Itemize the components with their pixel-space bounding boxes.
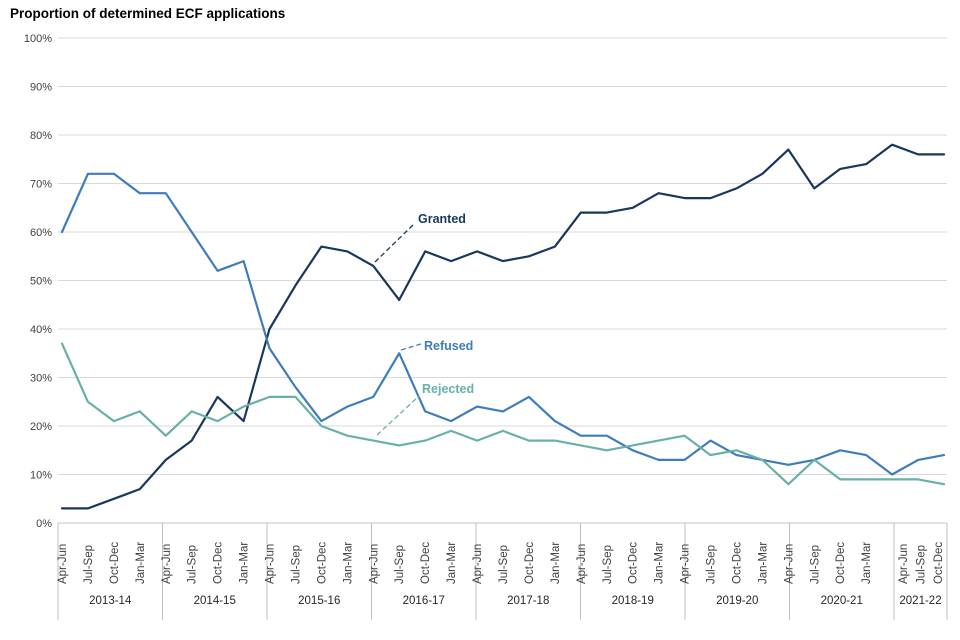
year-label: 2021-22 xyxy=(899,595,941,607)
y-tick-label: 10% xyxy=(30,470,52,482)
quarter-label: Oct-Dec xyxy=(835,542,847,584)
year-label: 2014-15 xyxy=(194,595,236,607)
line-granted xyxy=(60,143,946,510)
leader-line-rejected xyxy=(376,395,420,436)
year-label: 2016-17 xyxy=(403,595,445,607)
line-refused xyxy=(60,172,946,476)
y-tick-label: 50% xyxy=(30,276,52,288)
y-tick-label: 70% xyxy=(30,179,52,191)
quarter-label: Jul-Sep xyxy=(498,545,510,584)
y-tick-label: 100% xyxy=(24,33,52,45)
quarter-label: Oct-Dec xyxy=(316,542,328,584)
quarter-label: Apr-Jun xyxy=(161,544,173,584)
quarter-label: Jan-Mar xyxy=(446,542,458,584)
quarter-label: Apr-Jun xyxy=(783,544,795,584)
series-label-granted: Granted xyxy=(418,212,466,226)
quarter-label: Jan-Mar xyxy=(239,542,251,584)
year-label: 2018-19 xyxy=(612,595,654,607)
line-rejected xyxy=(60,342,946,486)
year-label: 2020-21 xyxy=(821,595,863,607)
quarter-label: Apr-Jun xyxy=(898,544,910,584)
quarter-label: Apr-Jun xyxy=(576,544,588,584)
quarter-label: Jul-Sep xyxy=(83,545,95,584)
quarter-label: Jan-Mar xyxy=(757,542,769,584)
leader-line-refused xyxy=(400,343,422,351)
y-tick-label: 30% xyxy=(30,373,52,385)
y-tick-label: 20% xyxy=(30,421,52,433)
quarter-label: Jul-Sep xyxy=(602,545,614,584)
quarter-label: Oct-Dec xyxy=(213,542,225,584)
series-label-refused: Refused xyxy=(424,339,473,353)
quarter-label: Jan-Mar xyxy=(654,542,666,584)
quarter-label: Jan-Mar xyxy=(861,542,873,584)
y-tick-label: 80% xyxy=(30,130,52,142)
quarter-label: Jan-Mar xyxy=(135,542,147,584)
y-tick-label: 40% xyxy=(30,324,52,336)
leader-line-granted xyxy=(374,224,414,263)
chart-title: Proportion of determined ECF application… xyxy=(10,6,286,21)
quarter-label: Jul-Sep xyxy=(187,545,199,584)
quarter-label: Jul-Sep xyxy=(809,545,821,584)
series-label-rejected: Rejected xyxy=(422,382,474,396)
quarter-label: Jul-Sep xyxy=(394,545,406,584)
quarter-label: Jul-Sep xyxy=(290,545,302,584)
quarter-label: Oct-Dec xyxy=(524,542,536,584)
y-tick-label: 0% xyxy=(36,518,52,530)
quarter-label: Jul-Sep xyxy=(706,545,718,584)
quarter-label: Jan-Mar xyxy=(550,542,562,584)
year-label: 2013-14 xyxy=(89,595,132,607)
year-label: 2017-18 xyxy=(507,595,549,607)
quarter-label: Apr-Jun xyxy=(57,544,69,584)
y-tick-label: 90% xyxy=(30,82,52,94)
quarter-label: Oct-Dec xyxy=(420,542,432,584)
quarter-label: Apr-Jun xyxy=(265,544,277,584)
quarter-label: Apr-Jun xyxy=(472,544,484,584)
quarter-label: Apr-Jun xyxy=(368,544,380,584)
quarter-label: Oct-Dec xyxy=(933,542,945,584)
y-tick-label: 60% xyxy=(30,227,52,239)
quarter-label: Oct-Dec xyxy=(628,542,640,584)
quarter-label: Jul-Sep xyxy=(916,545,928,584)
year-label: 2015-16 xyxy=(298,595,340,607)
quarter-label: Oct-Dec xyxy=(731,542,743,584)
quarter-label: Jan-Mar xyxy=(342,542,354,584)
year-label: 2019-20 xyxy=(716,595,758,607)
quarter-label: Apr-Jun xyxy=(680,544,692,584)
quarter-label: Oct-Dec xyxy=(109,542,121,584)
